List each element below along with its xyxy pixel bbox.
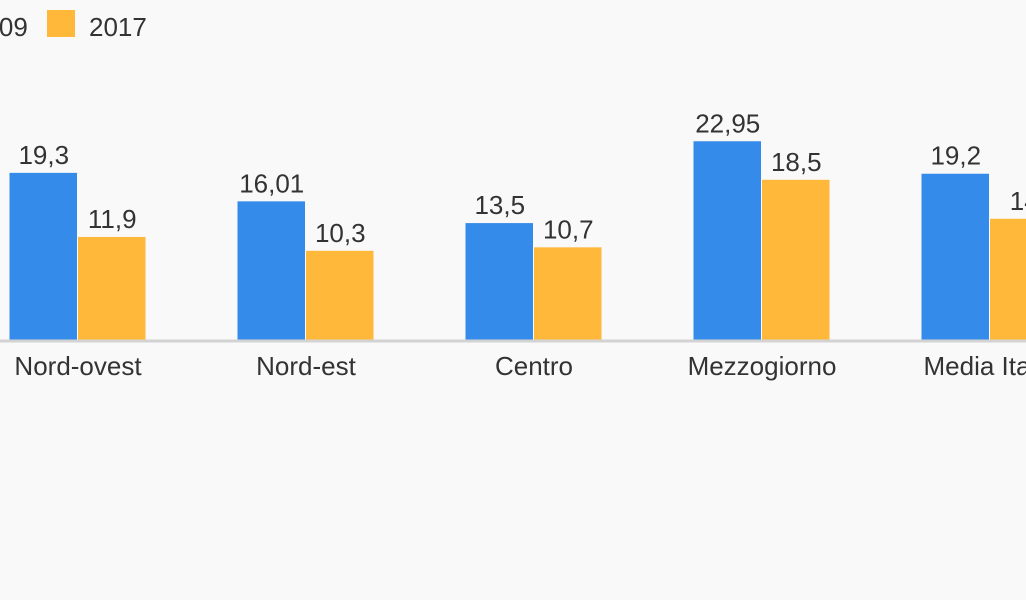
bar — [78, 236, 146, 340]
x-tick-label: Centro — [495, 351, 573, 381]
bar — [762, 179, 830, 340]
legend-swatch — [47, 10, 75, 37]
bar — [921, 173, 989, 340]
bar — [465, 223, 533, 340]
value-label: 11,9 — [88, 204, 137, 234]
x-tick-label: Nord-ovest — [14, 351, 142, 381]
x-tick-label: Nord-est — [256, 351, 356, 381]
value-label: 19,2 — [930, 141, 981, 171]
value-label: 10,7 — [543, 214, 594, 244]
bar — [693, 141, 761, 340]
legend-label: 2017 — [89, 12, 147, 42]
value-label: 10,3 — [315, 218, 366, 248]
bar — [237, 201, 305, 340]
bar — [990, 218, 1026, 340]
bar — [534, 247, 602, 340]
bar — [306, 250, 374, 340]
value-label: 22,95 — [695, 108, 760, 138]
value-label: 14 — [1010, 186, 1026, 216]
x-tick-label: Mezzogiorno — [688, 351, 837, 381]
legend-label: 2009 — [0, 12, 28, 42]
x-tick-label: Media Italia — [924, 351, 1026, 381]
value-label: 18,5 — [771, 147, 822, 177]
bar — [9, 172, 77, 340]
value-label: 19,3 — [18, 140, 69, 170]
value-label: 13,5 — [474, 190, 525, 220]
value-label: 16,01 — [239, 168, 304, 198]
